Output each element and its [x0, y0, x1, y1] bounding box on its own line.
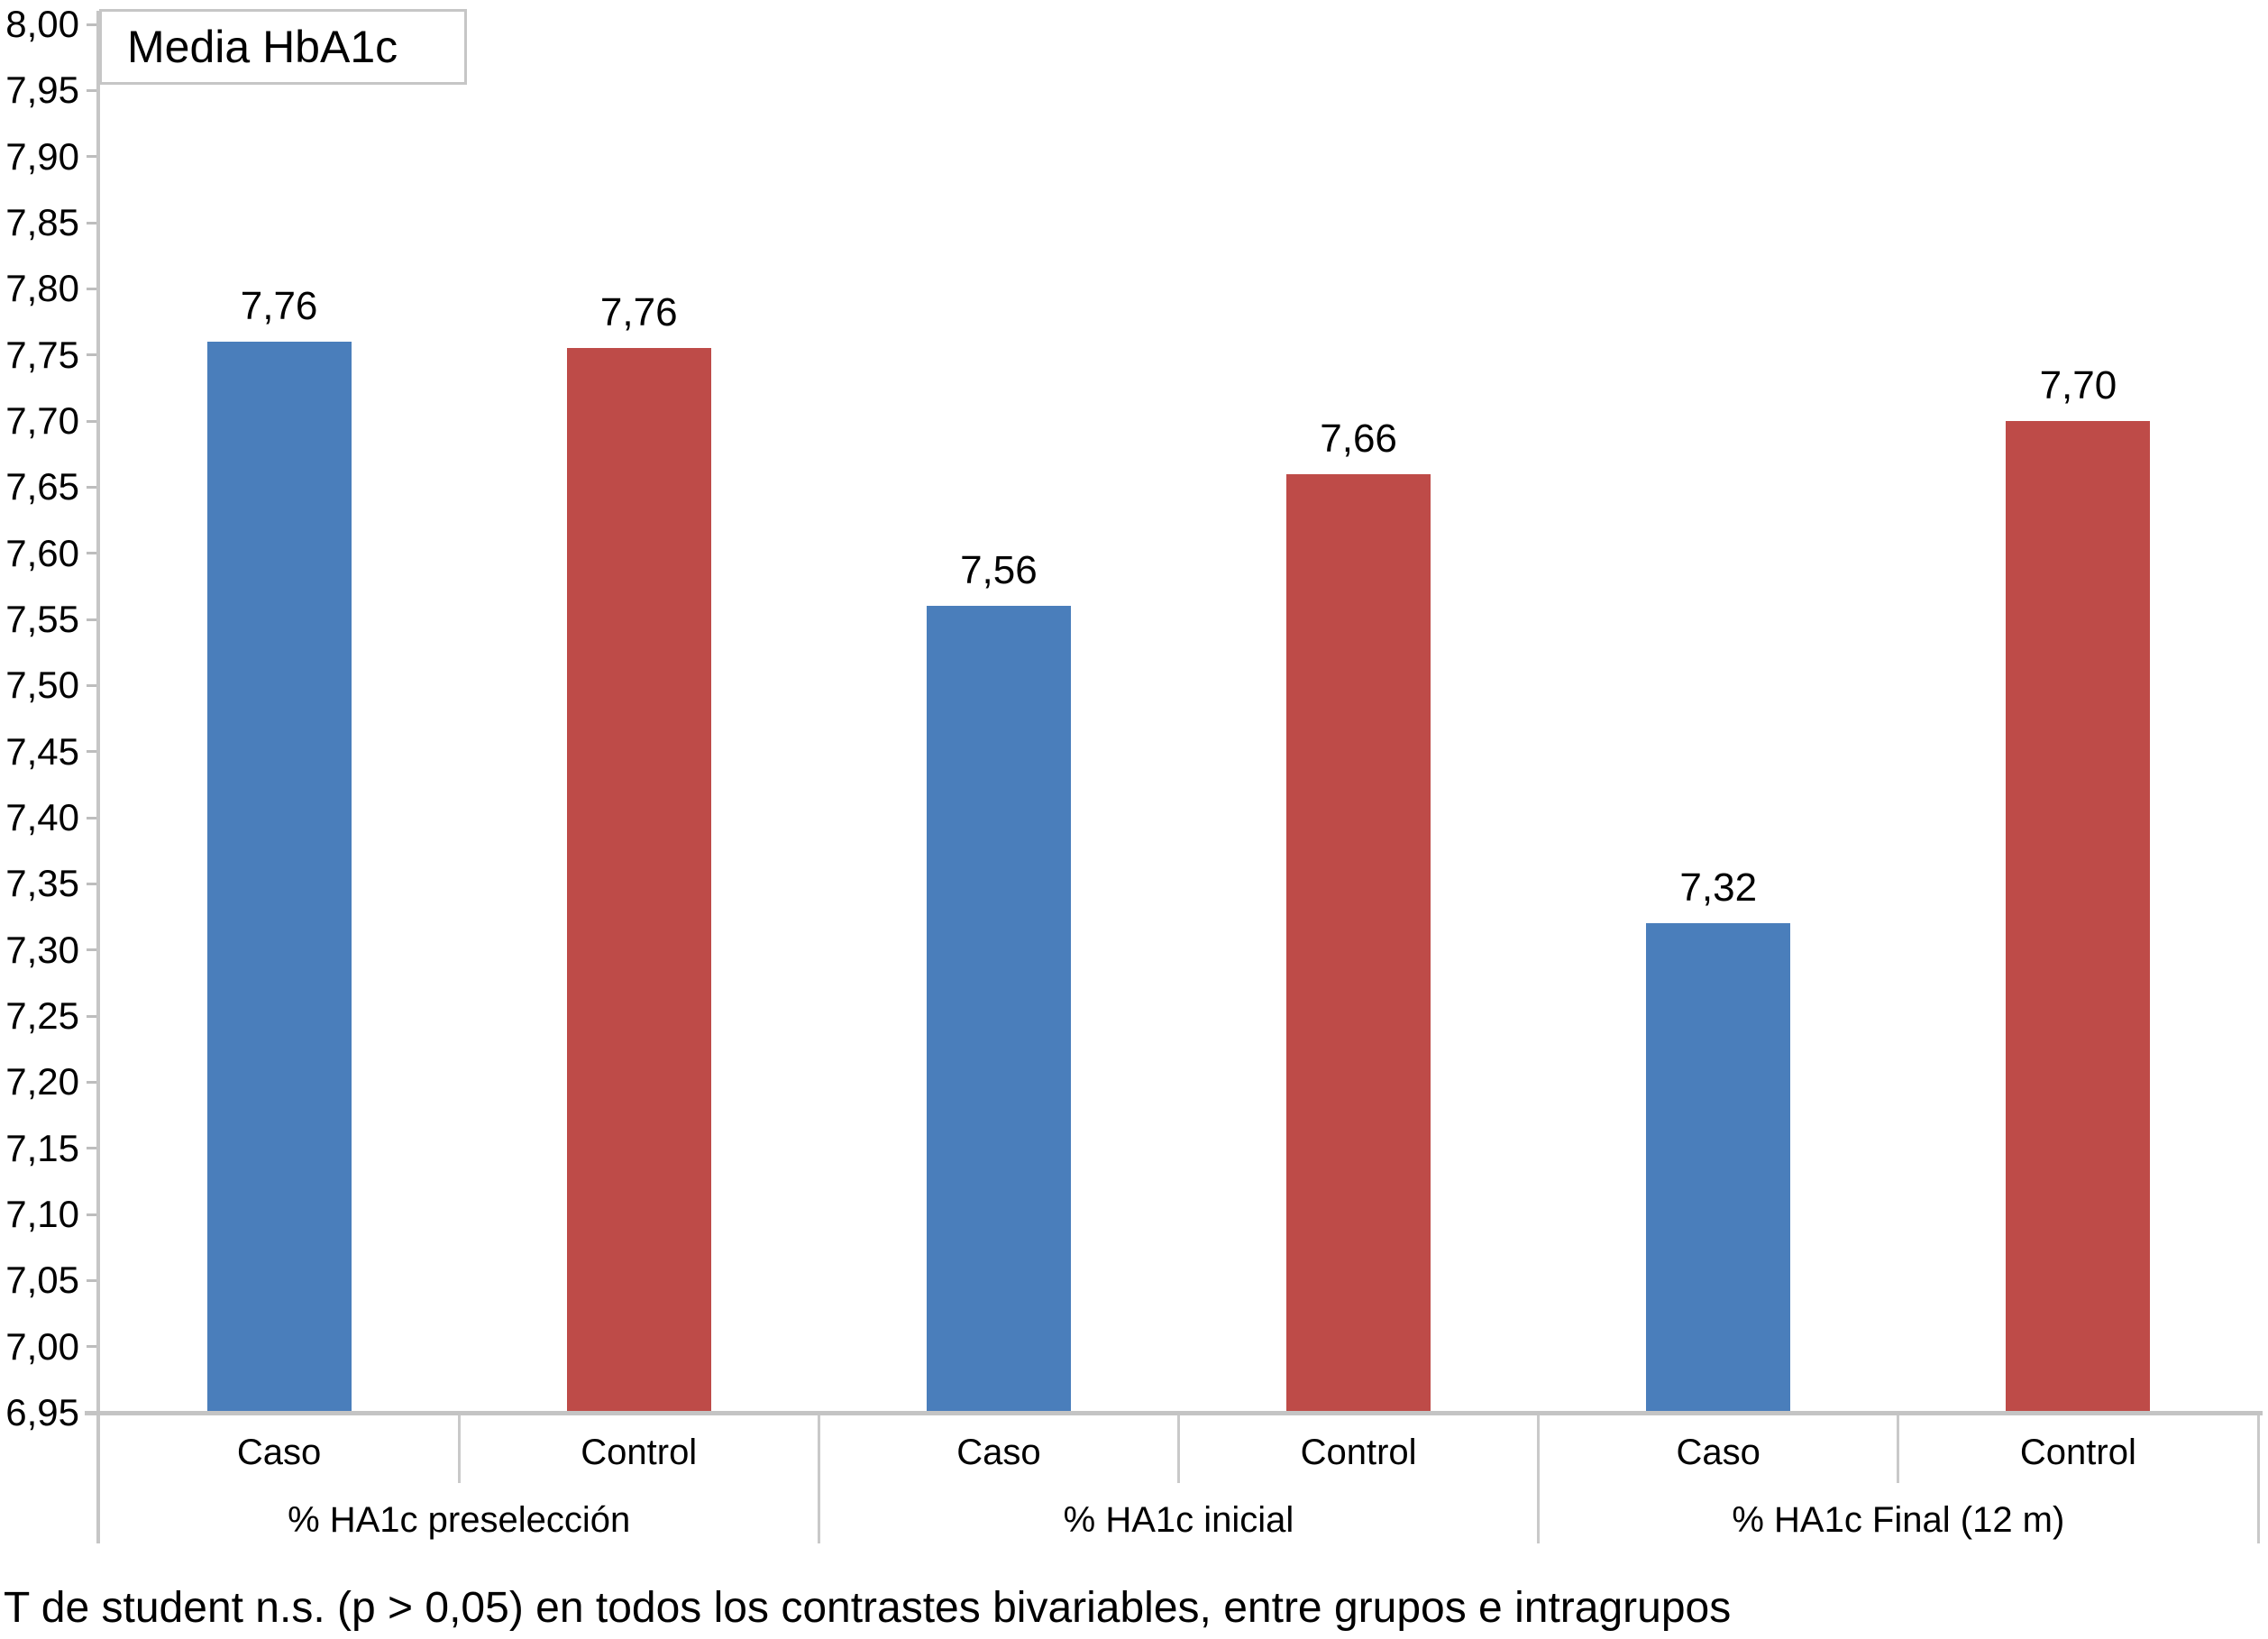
- y-axis-tick: [87, 88, 99, 92]
- y-axis-tick: [87, 485, 99, 489]
- group-label: % HA1c inicial: [1063, 1500, 1294, 1540]
- y-axis-tick: [87, 1213, 99, 1216]
- y-axis-tick-label: 7,20: [5, 1060, 79, 1103]
- y-axis-tick: [87, 1345, 99, 1349]
- y-axis-tick-label: 7,30: [5, 928, 79, 971]
- group-divider: [817, 1411, 820, 1543]
- y-axis-tick: [87, 419, 99, 423]
- y-axis-tick: [87, 750, 99, 754]
- footnote: T de student n.s. (p > 0,05) en todos lo…: [4, 1584, 1732, 1632]
- bar-caso-3: [1646, 923, 1791, 1413]
- bar-value-label: 7,66: [1320, 416, 1397, 461]
- y-axis-tick-label: 7,50: [5, 664, 79, 707]
- group-label: % HA1c preselección: [288, 1500, 631, 1540]
- category-divider: [1897, 1411, 1900, 1483]
- y-axis-tick-label: 7,75: [5, 333, 79, 376]
- y-axis-tick: [87, 23, 99, 26]
- y-axis-tick: [87, 816, 99, 820]
- category-label-caso: Caso: [1676, 1433, 1760, 1472]
- y-axis-tick: [87, 221, 99, 224]
- y-axis-tick-label: 7,40: [5, 796, 79, 838]
- y-axis-tick-label: 8,00: [5, 3, 79, 45]
- chart-title-box: Media HbA1c: [99, 9, 467, 85]
- category-divider: [457, 1411, 461, 1483]
- y-axis-tick: [87, 882, 99, 885]
- category-divider: [1177, 1411, 1180, 1483]
- y-axis-tick: [87, 287, 99, 290]
- y-axis-tick: [87, 155, 99, 159]
- y-axis-tick: [87, 552, 99, 555]
- bar-value-label: 7,70: [2039, 363, 2117, 407]
- y-axis-tick-label: 7,00: [5, 1324, 79, 1368]
- group-divider: [2256, 1411, 2260, 1543]
- y-axis-line: [96, 11, 100, 1543]
- y-axis-tick: [87, 1014, 99, 1018]
- bar-value-label: 7,32: [1679, 865, 1758, 911]
- y-axis-tick-label: 7,80: [5, 267, 79, 310]
- y-axis-tick: [87, 1278, 99, 1282]
- y-axis-tick-label: 7,25: [5, 994, 79, 1037]
- x-axis-line: [85, 1411, 2263, 1415]
- y-axis-tick-label: 7,55: [5, 598, 79, 640]
- y-axis-tick-label: 7,35: [5, 862, 79, 905]
- y-axis-tick: [87, 948, 99, 952]
- bar-value-label: 7,56: [960, 548, 1038, 593]
- y-axis-tick-label: 7,05: [5, 1259, 79, 1302]
- category-label-caso: Caso: [956, 1433, 1041, 1472]
- bar-control-3: [2006, 421, 2151, 1413]
- bar-control-2: [1286, 473, 1431, 1413]
- y-axis-tick-label: 7,95: [5, 69, 79, 112]
- bar-control-1: [566, 348, 711, 1413]
- y-axis-tick-label: 7,85: [5, 201, 79, 243]
- y-axis-tick-label: 7,10: [5, 1193, 79, 1235]
- category-label-control: Control: [581, 1433, 698, 1472]
- y-axis-tick-label: 7,15: [5, 1126, 79, 1169]
- bar-caso-2: [926, 606, 1071, 1413]
- y-axis-tick: [87, 1147, 99, 1150]
- y-axis-tick: [87, 618, 99, 621]
- y-axis-tick-label: 7,60: [5, 531, 79, 574]
- category-label-control: Control: [2019, 1433, 2136, 1472]
- bar-value-label: 7,76: [240, 284, 318, 328]
- y-axis-tick: [87, 1080, 99, 1084]
- category-label-control: Control: [1300, 1433, 1417, 1472]
- bar-value-label: 7,76: [599, 290, 678, 335]
- category-label-caso: Caso: [236, 1433, 322, 1472]
- bar-caso-1: [206, 342, 352, 1413]
- y-axis-tick-label: 7,45: [5, 729, 79, 773]
- y-axis-tick-label: 6,95: [5, 1391, 79, 1433]
- y-axis-tick: [87, 683, 99, 687]
- y-axis-tick: [87, 353, 99, 357]
- chart-title: Media HbA1c: [127, 22, 398, 72]
- y-axis-tick-label: 7,90: [5, 134, 79, 178]
- y-axis-tick-label: 7,70: [5, 399, 79, 442]
- group-divider: [1537, 1411, 1541, 1543]
- y-axis-tick-label: 7,65: [5, 465, 79, 508]
- group-label: % HA1c Final (12 m): [1732, 1500, 2065, 1540]
